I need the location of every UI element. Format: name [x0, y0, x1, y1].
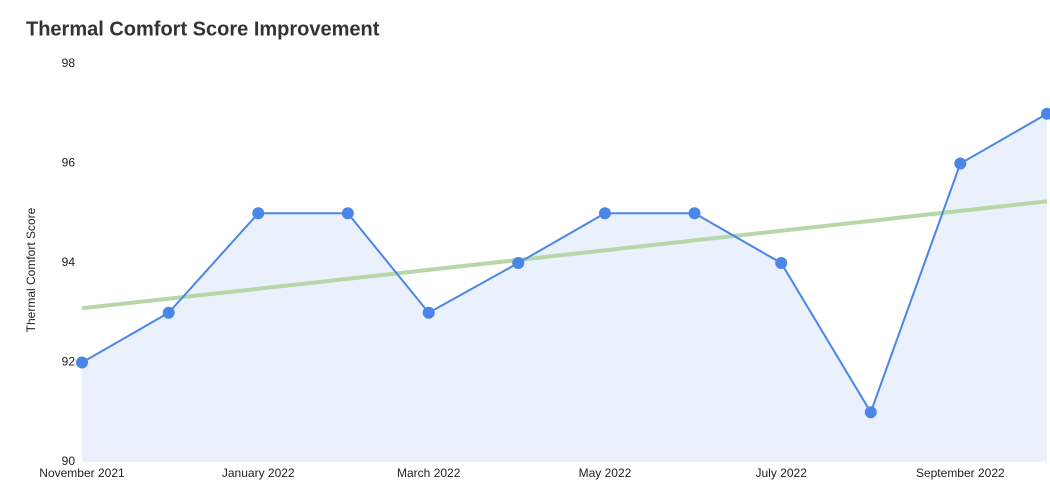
- point: [252, 207, 265, 220]
- x-tick-label: January 2022: [222, 466, 295, 480]
- x-tick-label: September 2022: [916, 466, 1005, 480]
- x-tick-label: November 2021: [39, 466, 125, 480]
- area: [82, 113, 1047, 462]
- point: [598, 207, 611, 220]
- point: [422, 306, 435, 319]
- point: [512, 257, 525, 269]
- line: [81, 112, 1048, 415]
- y-tick-label: 96: [62, 156, 76, 170]
- point: [688, 207, 701, 220]
- y-tick-label: 90: [62, 454, 76, 468]
- point: [341, 207, 354, 220]
- x-tick-label: March 2022: [397, 466, 461, 480]
- x-tick-label: May 2022: [579, 466, 632, 480]
- y-tick-label: 92: [62, 355, 76, 369]
- point: [775, 257, 788, 269]
- trend-line: [81, 199, 1048, 311]
- y-tick-label: 98: [62, 56, 76, 70]
- point: [864, 406, 877, 419]
- point: [1041, 107, 1050, 120]
- point: [162, 306, 175, 319]
- chart-title: Thermal Comfort Score Improvement: [26, 18, 380, 40]
- point: [76, 356, 88, 369]
- y-axis-title: Thermal Comfort Score: [24, 207, 38, 332]
- point: [954, 157, 967, 170]
- y-tick-label: 94: [62, 255, 76, 269]
- x-tick-label: July 2022: [756, 466, 808, 480]
